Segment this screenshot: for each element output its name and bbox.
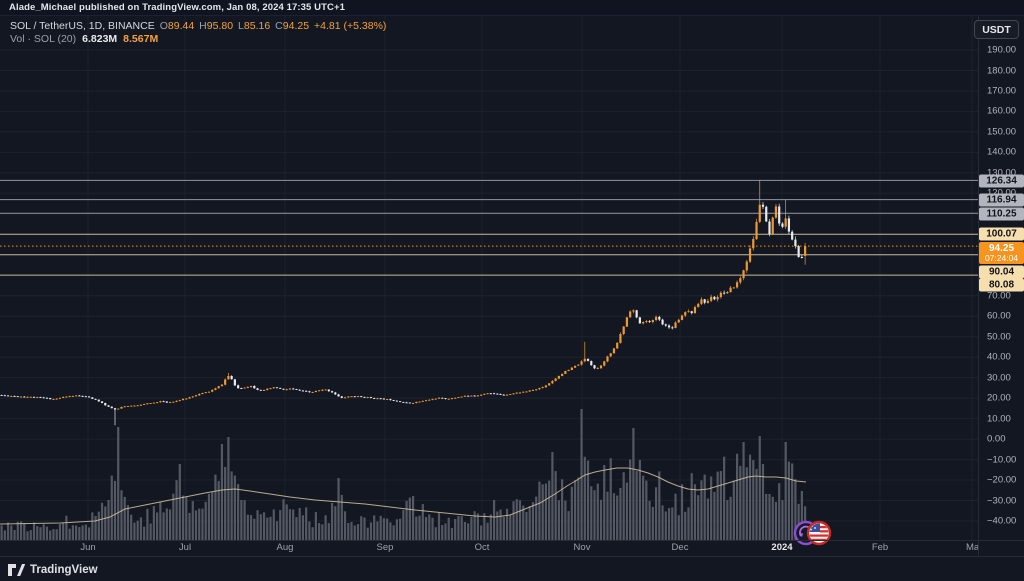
time-tick-label: Ma bbox=[966, 542, 978, 553]
sticker-flag-icon bbox=[806, 520, 832, 546]
publish-bar: Alade_Michael published on TradingView.c… bbox=[0, 0, 1024, 16]
tradingview-logo[interactable]: TradingView bbox=[8, 563, 98, 576]
price-tick-label: 170.00 bbox=[987, 85, 1017, 97]
last-price-badge: 94.25 07:24:04 bbox=[979, 242, 1024, 264]
price-tick-label: 60.00 bbox=[987, 310, 1011, 322]
high-value: 95.80 bbox=[206, 20, 234, 32]
price-tick-label: 160.00 bbox=[987, 105, 1017, 117]
time-tick-label: 2024 bbox=[771, 542, 793, 553]
price-tick-label: −20.00 bbox=[987, 474, 1017, 486]
high-key: H bbox=[199, 20, 207, 32]
legend-row-symbol[interactable]: SOL / TetherUS, 1D, BINANCE O89.44 H95.80 L… bbox=[10, 20, 386, 33]
price-level-badge: 126.34 bbox=[979, 174, 1024, 188]
time-tick-label: Dec bbox=[671, 542, 689, 553]
tradingview-logo-text: TradingView bbox=[30, 563, 98, 576]
price-level-badge: 90.04 bbox=[979, 265, 1024, 279]
price-level-badge: 80.08 bbox=[979, 278, 1024, 292]
chart-canvas[interactable] bbox=[0, 0, 978, 556]
time-tick-label: Nov bbox=[573, 542, 591, 553]
time-axis[interactable]: Jun Jul Aug Sep Oct Nov Dec 2024 Feb Ma bbox=[0, 541, 978, 556]
price-tick-label: 130.00 bbox=[987, 167, 1017, 179]
price-tick-label: 120.00 bbox=[987, 188, 1016, 199]
price-tick-label: −40.00 bbox=[987, 515, 1017, 527]
price-tick-label: −30.00 bbox=[987, 495, 1017, 506]
volume-indicator-label[interactable]: Vol · SOL (20) bbox=[10, 33, 77, 45]
price-tick-label: 30.00 bbox=[987, 372, 1011, 384]
open-value: 89.44 bbox=[167, 20, 195, 32]
price-tick-label: 50.00 bbox=[987, 331, 1011, 343]
bar-countdown: 07:24:04 bbox=[984, 253, 1019, 263]
price-tick-label: 10.00 bbox=[987, 413, 1011, 425]
price-level-badge: 100.07 bbox=[979, 227, 1024, 241]
publish-text: Alade_Michael published on TradingView.c… bbox=[9, 2, 345, 13]
low-key: L bbox=[238, 20, 244, 32]
price-tick-label: 150.00 bbox=[987, 126, 1017, 138]
footer-bar: TradingView bbox=[0, 556, 1024, 581]
open-key: O bbox=[159, 20, 168, 32]
close-key: C bbox=[275, 20, 283, 32]
low-value: 85.16 bbox=[243, 20, 271, 32]
change-value: +4.81 (+5.38%) bbox=[314, 20, 387, 32]
price-tick-label: 0.00 bbox=[987, 433, 1006, 445]
volume-ma-value: 8.567M bbox=[123, 33, 159, 45]
price-tick-label: 40.00 bbox=[987, 351, 1011, 363]
time-tick-label: Jul bbox=[178, 542, 192, 553]
tradingview-logo-icon bbox=[8, 563, 25, 576]
time-tick-label: Feb bbox=[871, 542, 889, 553]
symbol-legend[interactable]: SOL / TetherUS, 1D, BINANCE O89.44 H95.80 L… bbox=[10, 20, 386, 46]
currency-toggle-button[interactable]: USDT bbox=[974, 20, 1019, 39]
close-value: 94.25 bbox=[282, 20, 310, 32]
price-tick-label: 190.00 bbox=[987, 44, 1017, 56]
price-tick-label: 140.00 bbox=[987, 146, 1017, 158]
time-tick-label: Oct bbox=[474, 542, 490, 553]
price-tick-label: 70.00 bbox=[987, 290, 1011, 302]
price-level-badge: 110.25 bbox=[979, 207, 1024, 221]
legend-row-volume[interactable]: Vol · SOL (20) 6.823M 8.567M bbox=[10, 33, 386, 46]
time-tick-label: Aug bbox=[276, 542, 294, 553]
price-axis[interactable]: USDT 190.00 180.00 170.00 160.00 150.00 140.0… bbox=[974, 0, 1024, 556]
price-tick-label: 180.00 bbox=[987, 65, 1017, 76]
symbol-title[interactable]: SOL / TetherUS, 1D, BINANCE bbox=[10, 20, 155, 32]
time-tick-label: Jun bbox=[80, 542, 96, 553]
price-tick-label: −10.00 bbox=[987, 454, 1017, 466]
time-tick-label: Sep bbox=[376, 542, 394, 553]
price-level-badge: 116.94 bbox=[979, 193, 1024, 207]
volume-value: 6.823M bbox=[82, 33, 118, 45]
axis-divider bbox=[0, 540, 1024, 541]
price-tick-label: 20.00 bbox=[987, 392, 1011, 404]
